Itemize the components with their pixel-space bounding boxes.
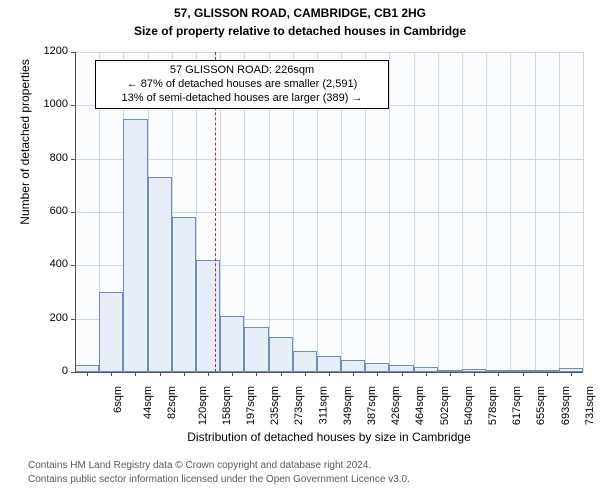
y-tick-label: 1200 xyxy=(30,45,68,57)
footer-line-1: Contains HM Land Registry data © Crown c… xyxy=(28,460,588,471)
y-tick-label: 1000 xyxy=(30,98,68,110)
chart-title: 57, GLISSON ROAD, CAMBRIDGE, CB1 2HG xyxy=(0,6,600,20)
x-axis-line xyxy=(75,372,583,373)
grid-line xyxy=(510,52,511,372)
x-tick-label: 655sqm xyxy=(535,386,547,425)
footer-line-2: Contains public sector information licen… xyxy=(28,474,588,485)
x-tick-label: 731sqm xyxy=(584,386,596,425)
grid-line xyxy=(438,52,439,372)
x-tick-label: 617sqm xyxy=(511,386,523,425)
histogram-bar xyxy=(148,177,172,372)
histogram-bar xyxy=(317,356,341,372)
histogram-bar xyxy=(244,327,268,372)
x-tick-label: 82sqm xyxy=(167,386,179,419)
chart-subtitle: Size of property relative to detached ho… xyxy=(0,24,600,38)
grid-line xyxy=(75,52,583,53)
annotation-line-2: ← 87% of detached houses are smaller (2,… xyxy=(102,78,382,92)
histogram-bar xyxy=(123,119,147,372)
x-tick-label: 311sqm xyxy=(317,386,329,424)
x-tick-label: 44sqm xyxy=(142,386,154,419)
grid-line xyxy=(389,52,390,372)
x-tick-label: 426sqm xyxy=(390,386,402,425)
grid-line xyxy=(75,159,583,160)
histogram-bar xyxy=(389,365,413,372)
annotation-line-1: 57 GLISSON ROAD: 226sqm xyxy=(102,64,382,78)
histogram-bar xyxy=(172,217,196,372)
x-tick-label: 197sqm xyxy=(245,386,257,425)
x-tick-label: 158sqm xyxy=(221,386,233,425)
x-tick-label: 464sqm xyxy=(415,386,427,425)
histogram-bar xyxy=(75,365,99,372)
grid-line xyxy=(414,52,415,372)
x-tick-label: 120sqm xyxy=(197,386,209,425)
grid-line xyxy=(486,52,487,372)
x-tick-label: 6sqm xyxy=(112,386,124,413)
annotation-line-3: 13% of semi-detached houses are larger (… xyxy=(102,92,382,106)
y-tick-label: 200 xyxy=(30,312,68,324)
x-tick-label: 540sqm xyxy=(463,386,475,425)
x-tick-label: 235sqm xyxy=(269,386,281,425)
grid-line xyxy=(559,52,560,372)
annotation-box: 57 GLISSON ROAD: 226sqm ← 87% of detache… xyxy=(95,60,389,109)
histogram-bar xyxy=(293,351,317,372)
x-tick-label: 273sqm xyxy=(294,386,306,425)
y-tick-label: 0 xyxy=(30,365,68,377)
x-tick-label: 349sqm xyxy=(342,386,354,425)
histogram-bar xyxy=(196,260,220,372)
y-tick-label: 400 xyxy=(30,258,68,270)
grid-line xyxy=(535,52,536,372)
histogram-bar xyxy=(220,316,244,372)
x-tick-label: 502sqm xyxy=(439,386,451,425)
x-axis-label: Distribution of detached houses by size … xyxy=(75,430,583,444)
y-axis-line xyxy=(75,52,76,372)
chart-container: { "chart": { "type": "histogram", "title… xyxy=(0,0,600,500)
histogram-bar xyxy=(269,337,293,372)
x-tick-label: 578sqm xyxy=(487,386,499,425)
histogram-bar xyxy=(99,292,123,372)
histogram-bar xyxy=(365,363,389,372)
y-tick-label: 600 xyxy=(30,205,68,217)
histogram-bar xyxy=(341,360,365,372)
grid-line xyxy=(462,52,463,372)
grid-line xyxy=(583,52,584,372)
x-tick-label: 387sqm xyxy=(366,386,378,425)
x-tick-label: 693sqm xyxy=(560,386,572,425)
y-tick-label: 800 xyxy=(30,152,68,164)
